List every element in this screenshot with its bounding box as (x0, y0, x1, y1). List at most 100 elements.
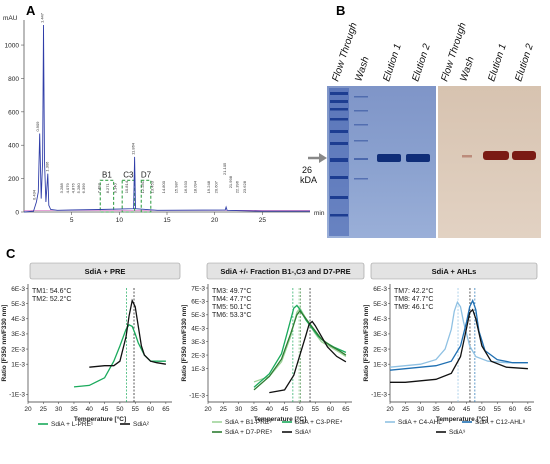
melt-x-tick-label: 55 (312, 406, 320, 413)
chrom-x-unit: min (314, 210, 325, 217)
melt-x-tick-label: 25 (40, 406, 48, 413)
melt-series-line (253, 309, 347, 391)
melt-x-tick-label: 30 (55, 406, 63, 413)
gel-right-image (438, 86, 541, 238)
panel-letter-c: C (6, 246, 16, 261)
peak-label: 15.987 (173, 180, 178, 193)
melt-panels: SdiA + PRE -1E-3 1E-3 2E-3 3E-3 4E-3 5E-3 6E-3 2… (1, 262, 538, 436)
peak-label: 0.909 (35, 121, 40, 132)
melt-y-tick-label: 1E-3 (11, 361, 25, 368)
melt-tm-text: TM4: 47.7°C (212, 295, 251, 303)
peak-label: 13.453 (150, 180, 155, 193)
melt-tm-text: TM1: 54.6°C (32, 287, 71, 295)
melt-panel-3: SdiA + AHLs -1E-3 1E-3 2E-3 3E-3 4E-3 5E-3 6E-3… (363, 262, 538, 436)
melt-x-label: Temperature [°C] (254, 415, 306, 423)
melt-x-tick-label: 45 (463, 406, 471, 413)
chromatogram-panel: mAU min 0 200 400 600 800 1000 5 10 15 20 25 B1 C3 D… (3, 12, 325, 224)
melt-x-tick-label: 30 (417, 406, 425, 413)
melt-tm-text: TM3: 49.7°C (212, 287, 251, 295)
chrom-y-tick-label: 200 (8, 176, 19, 183)
melt-tm-text: TM7: 42.2°C (394, 287, 433, 295)
melt-x-tick-label: 55 (494, 406, 502, 413)
chrom-x-tick-label: 10 (116, 217, 124, 224)
fraction-label-b1: B1 (102, 170, 112, 179)
melt-x-tick-label: 55 (132, 406, 140, 413)
lane-label-right: Elution 1 (486, 43, 508, 83)
ladder-lane (329, 88, 349, 236)
peak-label: 21.998 (228, 175, 233, 188)
legend-entry: SdiA + C3-PRE⁴ (295, 419, 343, 426)
peak-label: 12.281 (140, 180, 145, 193)
melt-x-label: Temperature [°C] (74, 415, 126, 423)
melt-x-tick-label: 65 (524, 406, 532, 413)
melt-x-tick-label: 20 (386, 406, 394, 413)
melt-y-tick-label: 3E-3 (373, 331, 387, 338)
marker-kda: kDA (300, 175, 317, 185)
melt-header: SdiA +/- Fraction B1-,C3 and D7-PRE (220, 267, 350, 276)
peak-label: 22.396 (235, 180, 240, 193)
lane-label-left: Elution 1 (381, 43, 403, 83)
elution1-band-right (483, 151, 509, 160)
melt-header-box (370, 262, 538, 280)
peak-label: 19.248 (206, 180, 211, 193)
melt-x-tick-label: 45 (281, 406, 289, 413)
melt-x-tick-label: 40 (86, 406, 94, 413)
melt-panel-2: SdiA +/- Fraction B1-,C3 and D7-PRE -1E-3… (181, 262, 365, 436)
chrom-y-tick-label: 1000 (5, 43, 20, 50)
melt-tm-text: TM2: 52.2°C (32, 295, 71, 303)
legend-entry: SdiA + B1-PRE³ (225, 419, 272, 426)
peak-label: 11.864 (131, 142, 136, 155)
melt-header-box (29, 262, 181, 280)
chrom-y-tick-label: 0 (15, 210, 19, 217)
legend-entry: SdiA⁹ (449, 429, 466, 436)
melt-series-line (253, 306, 347, 383)
melt-y-tick-label: 6E-3 (191, 299, 205, 306)
melt-y-tick-label: 4E-3 (191, 326, 205, 333)
melt-x-tick-label: 35 (432, 406, 440, 413)
chrom-trace-line (23, 24, 310, 213)
legend-entry: SdiA⁶ (295, 429, 312, 436)
melt-series-line (389, 298, 528, 371)
fraction-label-d7: D7 (141, 170, 152, 179)
peak-label: 5.280 (76, 183, 81, 194)
marker-arrow (308, 153, 327, 163)
melt-y-tick-label: 5E-3 (11, 301, 25, 308)
melt-x-tick-label: 35 (70, 406, 78, 413)
melt-y-tick-label: 5E-3 (373, 301, 387, 308)
melt-x-tick-label: 40 (448, 406, 456, 413)
melt-y-tick-label: 7E-3 (191, 285, 205, 292)
peak-label: 7.493 (96, 183, 101, 194)
melt-x-tick-label: 30 (235, 406, 243, 413)
melt-y-tick-label: 6E-3 (373, 286, 387, 293)
melt-x-tick-label: 50 (116, 406, 124, 413)
peak-label: 1.306 (44, 161, 49, 172)
melt-y-tick-label: 3E-3 (191, 339, 205, 346)
melt-y-label: Ratio [F350 nm/F330 nm] (363, 305, 370, 382)
melt-x-tick-label: 60 (147, 406, 155, 413)
chrom-y-unit: mAU (3, 15, 18, 22)
elution2-band-left (406, 154, 430, 162)
melt-x-tick-label: 20 (24, 406, 32, 413)
chrom-peak-labels: 0.434 0.909 1.447 1.306 3.288 4.079 4.876 5.280… (31, 12, 247, 200)
melt-y-tick-label: -1E-3 (371, 392, 387, 399)
panel-letter-a: A (26, 3, 36, 18)
melt-x-tick-label: 25 (220, 406, 228, 413)
melt-y-tick-label: 4E-3 (11, 316, 25, 323)
melt-x-tick-label: 50 (478, 406, 486, 413)
chrom-y-tick-label: 400 (8, 143, 19, 150)
chrom-y-tick-label: 600 (8, 109, 19, 116)
melt-tm-text: TM9: 46.1°C (394, 303, 433, 311)
melt-tm-text: TM6: 53.3°C (212, 311, 251, 319)
peak-label: 20.607 (214, 180, 219, 193)
melt-tm-text: TM8: 47.7°C (394, 295, 433, 303)
legend-entry: SdiA + L-PRE¹ (51, 421, 94, 428)
melt-series-line (89, 298, 167, 368)
chrom-fractions: B1 C3 D7 (99, 170, 152, 213)
fraction-box-b1 (99, 179, 115, 213)
melt-x-tick-label: 65 (162, 406, 170, 413)
melt-series-line (269, 320, 347, 394)
melt-series-line (73, 323, 166, 388)
melt-y-tick-label: -1E-3 (189, 393, 205, 400)
